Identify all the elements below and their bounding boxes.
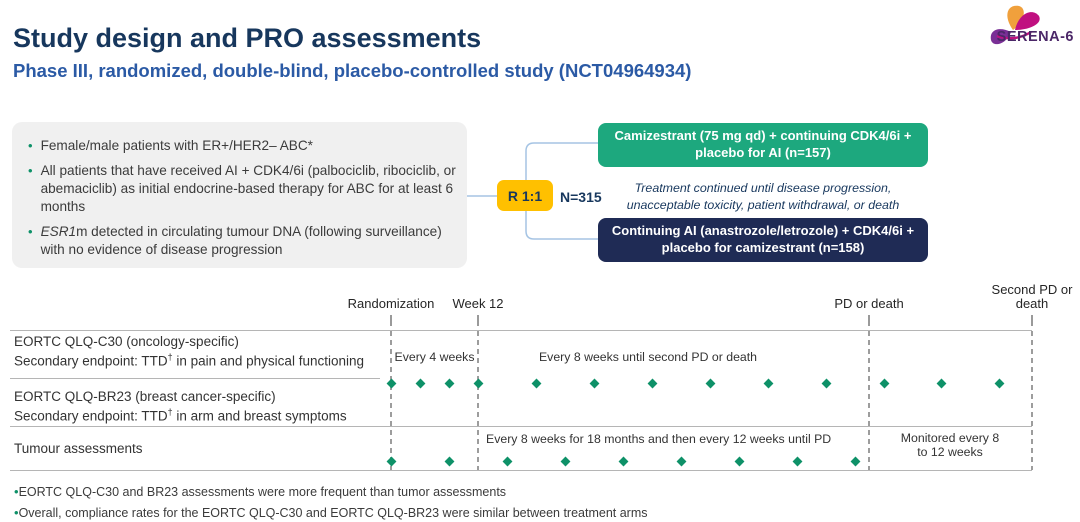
- row-label-qlq-br23: EORTC QLQ-BR23 (breast cancer-specific) …: [14, 389, 347, 423]
- milestone-tick: [390, 315, 392, 326]
- milestone-label: Second PD or death: [991, 281, 1073, 312]
- pro-assessment-diamond: [589, 378, 599, 388]
- tumour-assessment-diamond: [850, 456, 860, 466]
- milestone-dashed-line: [868, 331, 870, 470]
- milestone-label: Week 12: [452, 296, 504, 312]
- milestone-tick: [868, 315, 870, 326]
- pro-assessment-diamond: [705, 378, 715, 388]
- eligibility-bullet: All patients that have received AI + CDK…: [28, 162, 457, 216]
- pro-assessment-diamond: [647, 378, 657, 388]
- milestone-tick: [477, 315, 479, 326]
- footnote-bullet: EORTC QLQ-C30 and BR23 assessments were …: [14, 483, 648, 501]
- tumour-assessment-diamond: [734, 456, 744, 466]
- pro-assessment-diamond: [821, 378, 831, 388]
- pro-assessment-diamond: [444, 378, 454, 388]
- milestone-tick: [1031, 315, 1033, 326]
- milestone-label: Randomization: [347, 296, 435, 312]
- tumour-assessment-diamond: [444, 456, 454, 466]
- milestone-dashed-line: [1031, 331, 1033, 470]
- pro-assessment-diamond: [473, 378, 483, 388]
- tumour-assessment-diamond: [502, 456, 512, 466]
- timeline-rule-top: [10, 330, 1032, 331]
- page-title: Study design and PRO assessments: [13, 23, 482, 53]
- serena6-logo: SERENA-6: [970, 2, 1078, 52]
- pro-assessment-diamond: [879, 378, 889, 388]
- eligibility-box: Female/male patients with ER+/HER2– ABC*…: [12, 122, 467, 268]
- sample-size-label: N=315: [560, 189, 602, 205]
- page-subtitle: Phase III, randomized, double-blind, pla…: [13, 60, 692, 81]
- logo-text: SERENA-6: [996, 29, 1074, 45]
- row-label-tumour-assessments: Tumour assessments: [14, 441, 143, 456]
- footnotes: EORTC QLQ-C30 and BR23 assessments were …: [14, 483, 648, 522]
- schedule-pro-every-8-weeks: Every 8 weeks until second PD or death: [538, 350, 758, 364]
- timeline-rule-row-separator: [10, 378, 380, 379]
- pro-assessment-diamond: [386, 378, 396, 388]
- treatment-continuation-note: Treatment continued until disease progre…: [626, 181, 900, 212]
- tumour-assessment-diamond: [618, 456, 628, 466]
- milestone-dashed-line: [477, 331, 479, 470]
- pro-assessment-diamond: [415, 378, 425, 388]
- arm-camizestrant-box: Camizestrant (75 mg qd) + continuing CDK…: [598, 123, 928, 167]
- milestone-label: PD or death: [834, 296, 904, 312]
- schedule-tumour-main: Every 8 weeks for 18 months and then eve…: [486, 432, 832, 446]
- randomization-box: R 1:1: [497, 180, 553, 211]
- schedule-pro-every-4-weeks: Every 4 weeks: [394, 350, 475, 364]
- pro-assessment-diamond: [531, 378, 541, 388]
- eligibility-bullet: Female/male patients with ER+/HER2– ABC*: [28, 137, 457, 155]
- timeline-rule-bottom: [10, 470, 1032, 471]
- row-label-qlq-c30: EORTC QLQ-C30 (oncology-specific) Second…: [14, 334, 364, 368]
- tumour-assessment-diamond: [792, 456, 802, 466]
- tumour-assessment-diamond: [560, 456, 570, 466]
- arm-control-box: Continuing AI (anastrozole/letrozole) + …: [598, 218, 928, 262]
- pro-assessment-diamond: [763, 378, 773, 388]
- pro-assessment-diamond: [936, 378, 946, 388]
- pro-assessment-diamond: [994, 378, 1004, 388]
- tumour-assessment-diamond: [676, 456, 686, 466]
- schedule-tumour-monitored: Monitored every 8 to 12 weeks: [900, 431, 1000, 460]
- milestone-dashed-line: [390, 331, 392, 470]
- footnote-bullet: Overall, compliance rates for the EORTC …: [14, 504, 648, 522]
- tumour-assessment-diamond: [386, 456, 396, 466]
- eligibility-bullet: ESR1m detected in circulating tumour DNA…: [28, 223, 457, 259]
- timeline-rule-mid: [10, 426, 1032, 427]
